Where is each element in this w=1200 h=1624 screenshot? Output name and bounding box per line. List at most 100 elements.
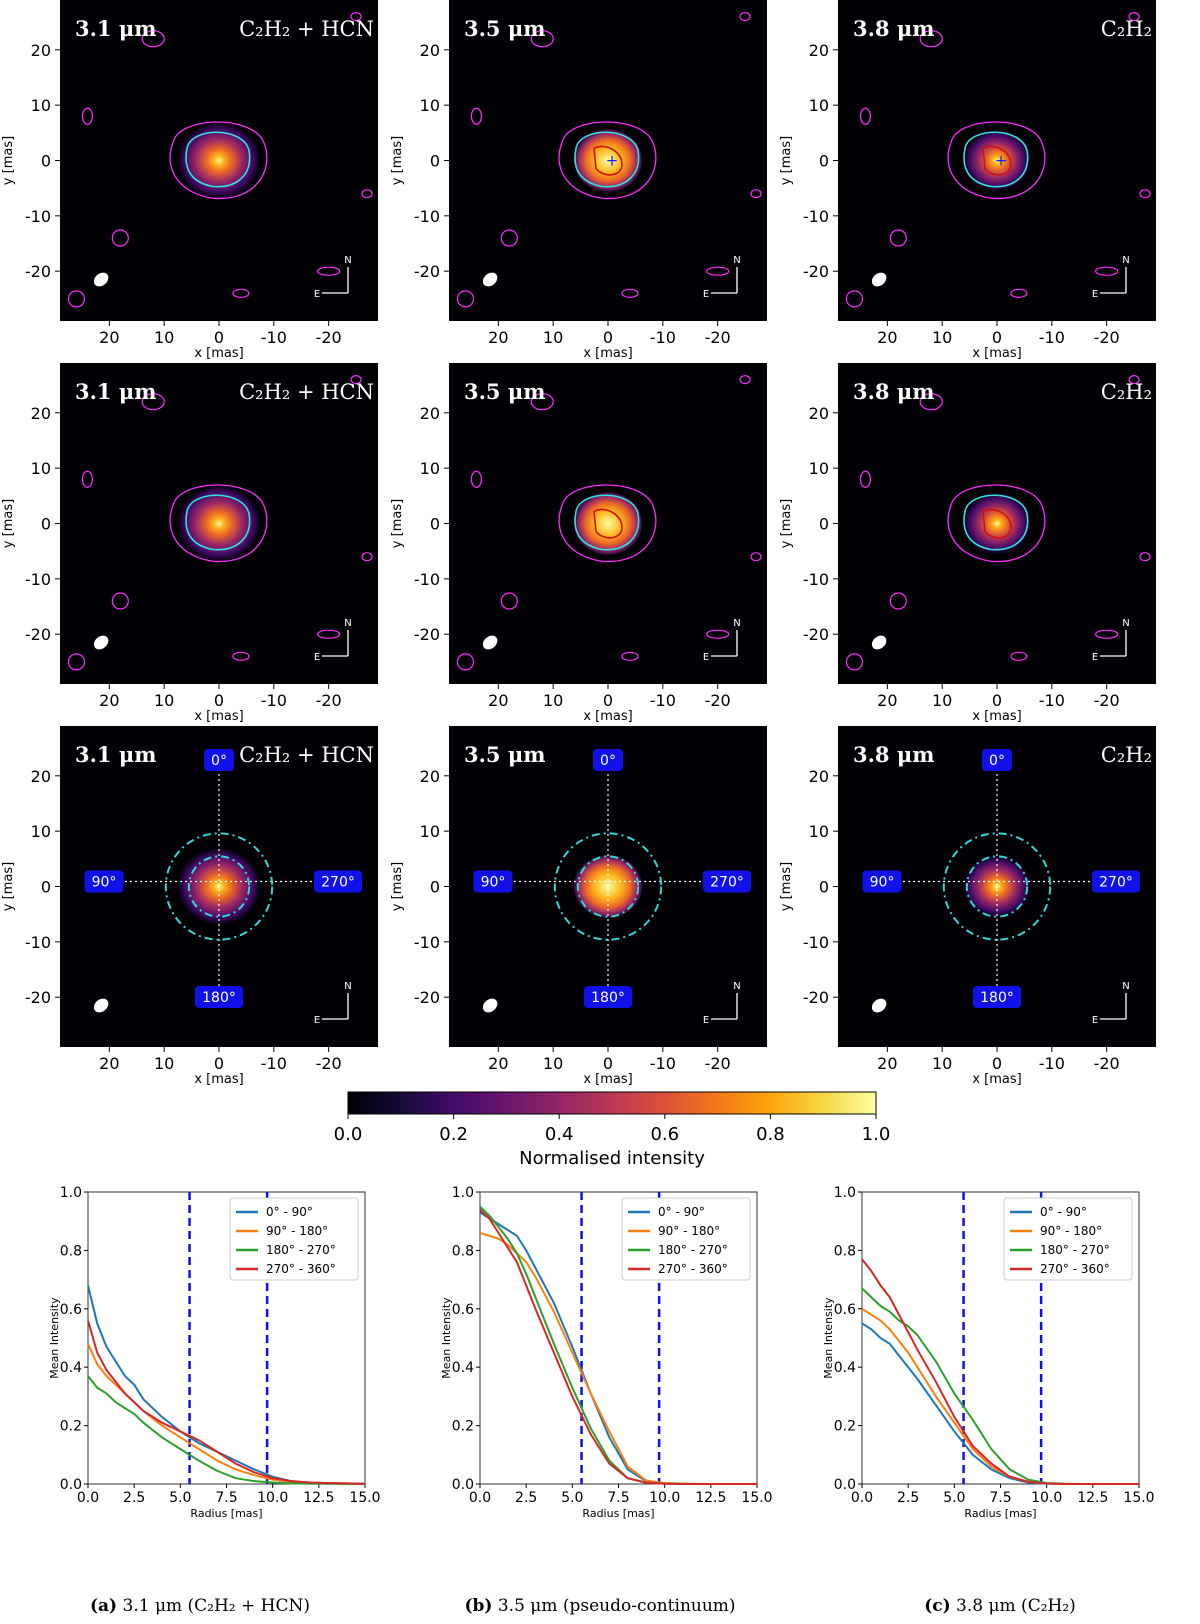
caption-tag: (a) bbox=[89, 1596, 118, 1616]
inner-contour bbox=[593, 508, 623, 539]
y-tick-label: 10 bbox=[420, 96, 440, 115]
center-marker: + bbox=[606, 152, 619, 170]
outer-ring bbox=[942, 832, 1052, 941]
wavelength-label: 3.8 μm bbox=[853, 379, 934, 404]
compass-north-label: N bbox=[1122, 618, 1129, 629]
noise-contour bbox=[919, 393, 943, 411]
y-tick-label: 0.6 bbox=[834, 1302, 856, 1318]
y-tick-label: -10 bbox=[414, 207, 440, 226]
beam-ellipse bbox=[482, 998, 498, 1013]
mid-contour bbox=[185, 494, 251, 551]
noise-contour bbox=[361, 189, 373, 199]
x-axis-label: x [mas] bbox=[972, 709, 1021, 724]
x-tick-label: 10 bbox=[932, 691, 952, 710]
angle-label-box bbox=[195, 986, 243, 1008]
y-tick-label: 0 bbox=[41, 152, 51, 171]
angle-label: 90° bbox=[92, 875, 117, 891]
wavelength-label: 3.8 μm bbox=[853, 742, 934, 767]
y-tick-label: 0.2 bbox=[834, 1419, 856, 1435]
noise-contour bbox=[845, 653, 864, 671]
beam-ellipse bbox=[93, 998, 109, 1013]
x-tick-label: 20 bbox=[99, 328, 119, 347]
legend-label: 0° - 90° bbox=[266, 1205, 313, 1219]
angle-label: 180° bbox=[591, 990, 625, 1006]
x-tick-label: 10 bbox=[154, 328, 174, 347]
x-tick-label: 2.5 bbox=[897, 1490, 919, 1506]
y-tick-label: 0.6 bbox=[452, 1302, 474, 1318]
wavelength-label: 3.5 μm bbox=[464, 742, 545, 767]
x-tick-label: 2.5 bbox=[515, 1490, 537, 1506]
outer-ring bbox=[164, 832, 274, 941]
compass-east-label: E bbox=[314, 289, 320, 300]
y-tick-label: 0 bbox=[819, 515, 829, 534]
image-panel: 0° 90° 180° 270° N E 3.1 μm C₂H₂ + HCN 20 10 0 -10 -… bbox=[1, 726, 378, 1087]
y-tick-label: 20 bbox=[420, 767, 440, 786]
y-axis-label: y [mas] bbox=[1, 136, 16, 185]
y-tick-label: 10 bbox=[31, 459, 51, 478]
y-tick-label: -10 bbox=[803, 933, 829, 952]
mid-contour bbox=[574, 494, 640, 551]
x-tick-label: 10 bbox=[154, 1054, 174, 1073]
image-panel: N E 3.1 μm C₂H₂ + HCN 20 10 0 -10 -20 20 10 0 -10 -20… bbox=[1, 363, 378, 724]
y-axis-label: y [mas] bbox=[390, 136, 405, 185]
legend-label: 180° - 270° bbox=[658, 1243, 728, 1257]
noise-contour bbox=[81, 470, 94, 488]
x-tick-label: 0 bbox=[603, 1054, 613, 1073]
angle-label-box bbox=[973, 986, 1021, 1008]
x-tick-label: 20 bbox=[877, 691, 897, 710]
noise-contour bbox=[1139, 189, 1151, 199]
x-tick-label: -10 bbox=[650, 328, 676, 347]
y-axis-label: y [mas] bbox=[390, 499, 405, 548]
x-tick-label: 0.0 bbox=[469, 1490, 491, 1506]
legend-label: 270° - 360° bbox=[658, 1262, 728, 1276]
x-tick-label: 10.0 bbox=[257, 1490, 288, 1506]
x-axis-label: x [mas] bbox=[194, 709, 243, 724]
angle-label-box bbox=[862, 870, 902, 893]
compass-north-label: N bbox=[1122, 255, 1129, 266]
molecule-label: C₂H₂ + HCN bbox=[239, 17, 374, 41]
noise-contour bbox=[456, 290, 475, 308]
caption-text: 3.1 μm (C₂H₂ + HCN) bbox=[122, 1596, 311, 1616]
angle-label-box bbox=[314, 870, 362, 893]
x-tick-label: 15.0 bbox=[741, 1490, 772, 1506]
y-tick-label: 0.0 bbox=[60, 1477, 82, 1493]
legend-box bbox=[621, 1197, 751, 1281]
x-axis-label: x [mas] bbox=[972, 1072, 1021, 1087]
inner-ring bbox=[576, 855, 640, 918]
x-tick-label: 0 bbox=[992, 1054, 1002, 1073]
y-tick-label: -20 bbox=[25, 988, 51, 1007]
plot-frame bbox=[87, 1191, 366, 1485]
y-tick-label: 10 bbox=[809, 96, 829, 115]
compass-north-label: N bbox=[344, 255, 351, 266]
x-tick-label: 0 bbox=[992, 328, 1002, 347]
angle-label: 0° bbox=[600, 753, 616, 769]
caption-b: (b) 3.5 μm (pseudo-continuum) bbox=[400, 1596, 800, 1616]
x-tick-label: -10 bbox=[1039, 328, 1065, 347]
beam-ellipse bbox=[93, 635, 109, 650]
x-tick-label: 20 bbox=[99, 1054, 119, 1073]
y-tick-label: 0.2 bbox=[60, 1419, 82, 1435]
compass-east-label: E bbox=[1092, 1015, 1098, 1026]
y-tick-label: 0.8 bbox=[834, 1243, 856, 1259]
y-tick-label: 1.0 bbox=[60, 1185, 82, 1201]
colorbar-tick-label: 0.4 bbox=[545, 1124, 574, 1145]
y-tick-label: 0.8 bbox=[452, 1243, 474, 1259]
noise-contour bbox=[706, 266, 730, 276]
x-tick-label: 10.0 bbox=[649, 1490, 680, 1506]
colorbar-label: Normalised intensity bbox=[519, 1148, 705, 1169]
x-tick-label: 20 bbox=[488, 1054, 508, 1073]
compass-east-label: E bbox=[314, 652, 320, 663]
x-tick-label: -20 bbox=[316, 691, 342, 710]
y-tick-label: 0 bbox=[41, 515, 51, 534]
x-tick-label: 0.0 bbox=[851, 1490, 873, 1506]
x-tick-label: 7.5 bbox=[215, 1490, 237, 1506]
y-tick-label: 10 bbox=[420, 822, 440, 841]
caption-a: (a) 3.1 μm (C₂H₂ + HCN) bbox=[0, 1596, 400, 1616]
x-tick-label: 2.5 bbox=[123, 1490, 145, 1506]
y-tick-label: 20 bbox=[809, 404, 829, 423]
compass-north-label: N bbox=[344, 981, 351, 992]
y-tick-label: 10 bbox=[31, 96, 51, 115]
x-tick-label: -20 bbox=[705, 328, 731, 347]
image-panel: N E 3.8 μm C₂H₂ 20 10 0 -10 -20 20 10 0 -10 -20 x [mas… bbox=[779, 363, 1156, 724]
x-axis-label: x [mas] bbox=[583, 1072, 632, 1087]
